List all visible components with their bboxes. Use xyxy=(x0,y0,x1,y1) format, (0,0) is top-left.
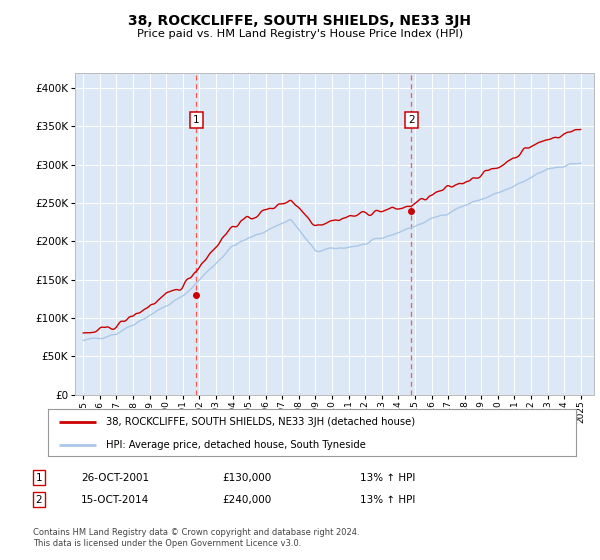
Text: 2: 2 xyxy=(35,494,43,505)
Text: 15-OCT-2014: 15-OCT-2014 xyxy=(81,494,149,505)
Text: Contains HM Land Registry data © Crown copyright and database right 2024.
This d: Contains HM Land Registry data © Crown c… xyxy=(33,528,359,548)
Text: HPI: Average price, detached house, South Tyneside: HPI: Average price, detached house, Sout… xyxy=(106,440,366,450)
Text: 1: 1 xyxy=(193,115,200,125)
Text: 26-OCT-2001: 26-OCT-2001 xyxy=(81,473,149,483)
Text: 38, ROCKCLIFFE, SOUTH SHIELDS, NE33 3JH: 38, ROCKCLIFFE, SOUTH SHIELDS, NE33 3JH xyxy=(128,14,472,28)
Text: Price paid vs. HM Land Registry's House Price Index (HPI): Price paid vs. HM Land Registry's House … xyxy=(137,29,463,39)
Text: £240,000: £240,000 xyxy=(222,494,271,505)
Text: 38, ROCKCLIFFE, SOUTH SHIELDS, NE33 3JH (detached house): 38, ROCKCLIFFE, SOUTH SHIELDS, NE33 3JH … xyxy=(106,417,415,427)
Text: 2: 2 xyxy=(408,115,415,125)
Text: 13% ↑ HPI: 13% ↑ HPI xyxy=(360,494,415,505)
Text: 13% ↑ HPI: 13% ↑ HPI xyxy=(360,473,415,483)
Text: £130,000: £130,000 xyxy=(222,473,271,483)
Text: 1: 1 xyxy=(35,473,43,483)
